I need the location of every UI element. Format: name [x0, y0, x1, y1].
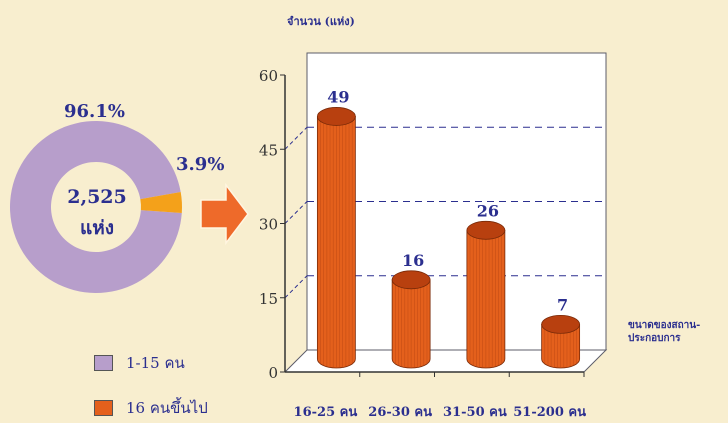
legend-swatch	[94, 400, 113, 416]
donut-center-value: 2,525	[66, 186, 128, 208]
bar-cylinder	[467, 221, 505, 368]
bar-value-label: 26	[477, 201, 499, 220]
legend-item-16-plus: 16 คนขึ้นไป	[94, 396, 208, 420]
bar-cylinder	[317, 107, 355, 368]
bar-cylinder	[392, 271, 430, 368]
gridline-side	[285, 276, 307, 298]
bar-value-label: 49	[327, 87, 349, 106]
bar-value-label: 16	[402, 251, 424, 270]
gridline-side	[285, 127, 307, 149]
legend-label: 1-15 คน	[126, 351, 185, 375]
bar-top	[467, 221, 505, 239]
x-tick-label: 16-25 คน	[294, 405, 358, 420]
y-tick-label: 15	[259, 290, 278, 308]
x-tick-label: 31-50 คน	[443, 405, 507, 420]
bar-cylinder	[542, 315, 580, 368]
y-tick-label: 0	[268, 364, 278, 382]
y-tick-label: 30	[259, 216, 278, 234]
legend-label: 16 คนขึ้นไป	[126, 396, 208, 420]
bar-top	[317, 107, 355, 125]
x-tick-label: 51-200 คน	[513, 405, 586, 420]
y-tick-label: 45	[259, 141, 278, 159]
bar-top	[392, 271, 430, 289]
donut-slice-label-main: 96.1%	[64, 101, 125, 122]
y-axis-title: จำนวน (แห่ง)	[287, 12, 355, 30]
gridline-side	[285, 202, 307, 224]
x-tick-label: 26-30 คน	[368, 405, 432, 420]
y-tick-label: 60	[259, 67, 278, 85]
legend-item-1-15: 1-15 คน	[94, 351, 185, 375]
bar-top	[542, 315, 580, 333]
x-axis-title-line2: ประกอบการ	[628, 331, 681, 346]
donut-slice-label-small: 3.9%	[176, 154, 224, 175]
legend-swatch	[94, 355, 113, 371]
donut-center-unit: แห่ง	[66, 213, 128, 243]
bar-value-label: 7	[557, 295, 568, 314]
